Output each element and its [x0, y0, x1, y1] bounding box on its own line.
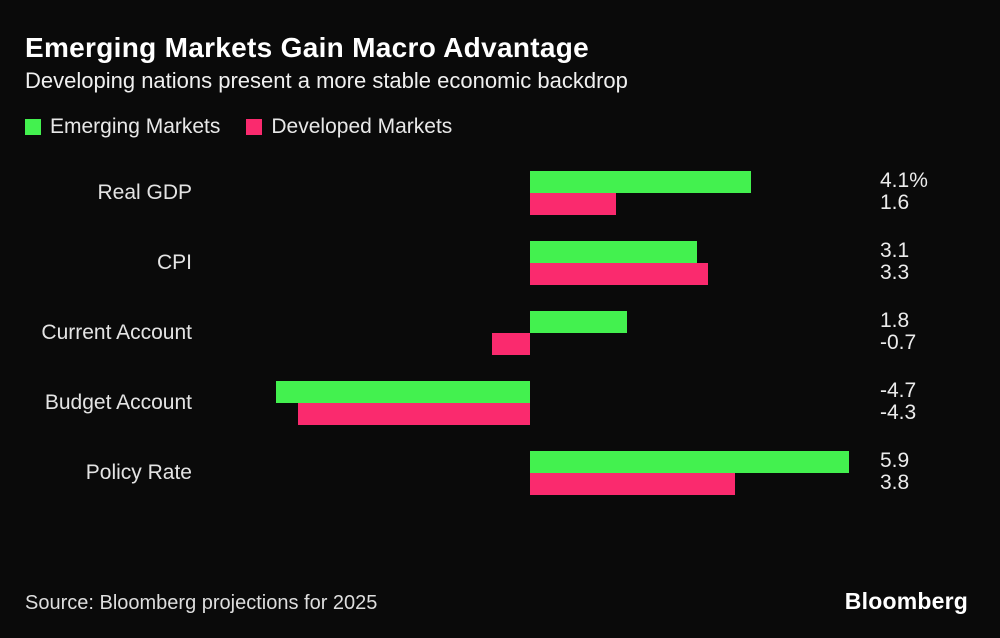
legend-label-emerging: Emerging Markets — [50, 115, 221, 138]
bar-emerging-markets — [530, 451, 849, 473]
legend-item-emerging-markets: Emerging Markets — [25, 115, 220, 139]
value-label-developed: 3.8 — [880, 471, 910, 494]
value-label-group: 5.9 3.8 — [880, 450, 990, 494]
legend-item-developed-markets: Developed Markets — [246, 115, 452, 139]
legend-label-developed: Developed Markets — [271, 115, 453, 138]
value-label-group: 3.1 3.3 — [880, 240, 990, 284]
bar-developed-markets — [530, 473, 735, 495]
bar-emerging-markets — [530, 171, 751, 193]
category-label: Budget Account — [44, 391, 192, 414]
bar-developed-markets — [530, 193, 616, 215]
value-label-developed: -4.3 — [880, 401, 917, 424]
chart-title: Emerging Markets Gain Macro Advantage — [25, 32, 589, 63]
bar-developed-markets — [298, 403, 530, 425]
value-label-emerging: 4.1% — [880, 169, 928, 192]
bar-developed-markets — [492, 333, 530, 355]
bar-emerging-markets — [530, 311, 627, 333]
value-label-developed: 3.3 — [880, 261, 910, 284]
category-label: Policy Rate — [85, 461, 192, 484]
bloomberg-logo: Bloomberg — [844, 588, 968, 614]
value-label-emerging: 1.8 — [880, 309, 910, 332]
chart-subtitle: Developing nations present a more stable… — [25, 68, 628, 93]
value-label-emerging: -4.7 — [880, 379, 917, 402]
legend-swatch-emerging-icon — [25, 119, 41, 135]
value-label-developed: -0.7 — [880, 331, 917, 354]
value-label-group: 1.8 -0.7 — [880, 310, 990, 354]
category-label: Current Account — [41, 321, 192, 344]
value-label-group: -4.7 -4.3 — [880, 380, 990, 424]
category-label: CPI — [156, 251, 192, 274]
category-label: Real GDP — [97, 181, 192, 204]
value-label-developed: 1.6 — [880, 191, 910, 214]
bar-developed-markets — [530, 263, 708, 285]
value-label-group: 4.1% 1.6 — [880, 170, 990, 214]
legend: Emerging Markets Developed Markets — [25, 115, 452, 139]
bar-emerging-markets — [276, 381, 530, 403]
legend-swatch-developed-icon — [246, 119, 263, 135]
value-label-emerging: 3.1 — [880, 239, 910, 262]
source-note: Source: Bloomberg projections for 2025 — [25, 592, 378, 614]
bar-emerging-markets — [530, 241, 697, 263]
value-label-emerging: 5.9 — [880, 449, 910, 472]
